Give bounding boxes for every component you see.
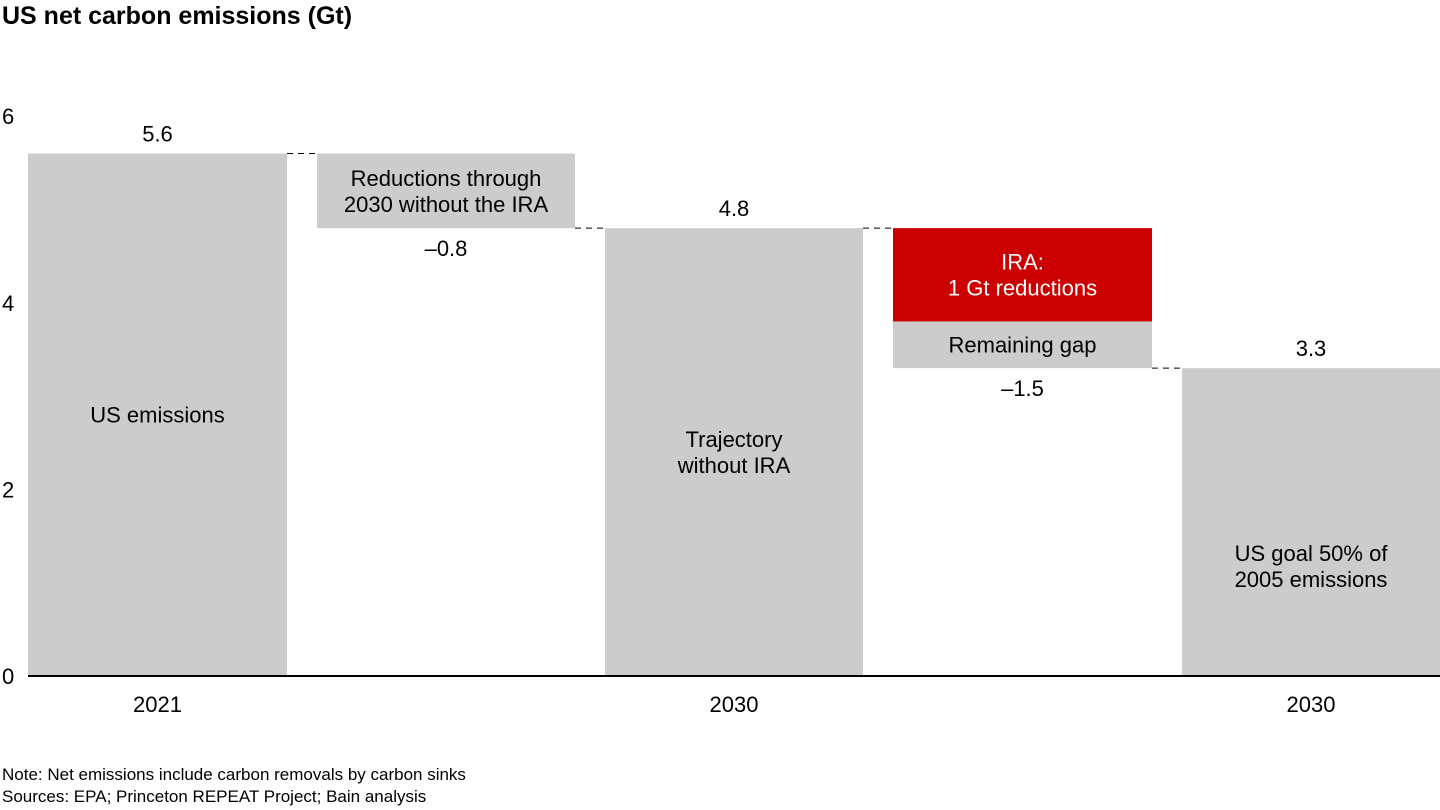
data-label: –1.5 [1001, 376, 1044, 401]
data-label: 3.3 [1296, 336, 1327, 361]
bar-total [605, 228, 863, 676]
segment-label: 1 Gt reductions [948, 276, 1097, 301]
bar-label: Trajectory [686, 427, 783, 452]
bar-label: US goal 50% of [1235, 541, 1389, 566]
data-label: –0.8 [425, 236, 468, 261]
sources-text: Sources: EPA; Princeton REPEAT Project; … [2, 787, 427, 806]
waterfall-chart: 0 2 4 6 5.6 US emissions 2021 Reductions throug… [2, 104, 1440, 717]
segment-label: IRA: [1001, 250, 1044, 275]
bar-label: 2005 emissions [1235, 567, 1388, 592]
y-tick-label: 4 [2, 291, 14, 316]
data-label: 5.6 [142, 122, 173, 147]
note-text: Note: Net emissions include carbon remov… [2, 765, 466, 784]
bar-delta [317, 153, 575, 229]
segment-label: Remaining gap [949, 333, 1097, 358]
bar-total [1182, 368, 1440, 676]
bar-label: US emissions [90, 403, 224, 428]
chart-title: US net carbon emissions (Gt) [2, 2, 353, 30]
data-label: 4.8 [719, 196, 750, 221]
bar-segment [893, 321, 1152, 369]
bar-label: without IRA [677, 453, 791, 478]
y-tick-label: 0 [2, 664, 14, 689]
bar-total [28, 153, 287, 676]
chart-notes: Note: Net emissions include carbon remov… [2, 764, 466, 808]
bar-segment [893, 228, 1152, 322]
y-tick-label: 2 [2, 477, 14, 502]
x-tick-label: 2021 [133, 692, 182, 717]
x-tick-label: 2030 [1287, 692, 1336, 717]
x-tick-label: 2030 [710, 692, 759, 717]
y-tick-label: 6 [2, 104, 14, 129]
bar-label: Reductions through [351, 166, 542, 191]
bar-label: 2030 without the IRA [344, 192, 549, 217]
